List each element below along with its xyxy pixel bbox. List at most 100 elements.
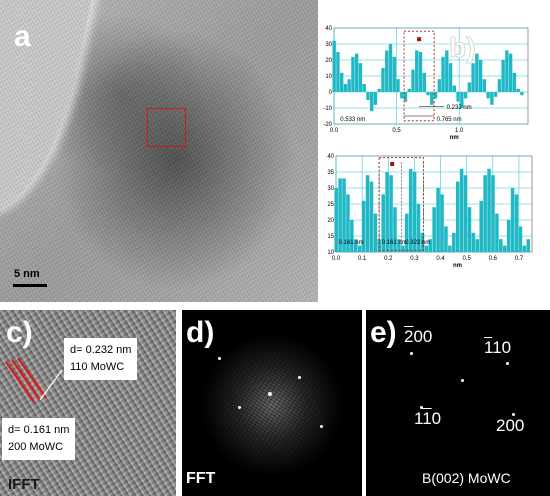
profile-bar xyxy=(403,92,408,102)
panel-letter-a: a xyxy=(14,20,31,53)
index-digits-10: 10 xyxy=(492,338,512,357)
profile-bar xyxy=(497,79,502,92)
profile-bar xyxy=(456,92,460,102)
profile-bar xyxy=(479,200,483,252)
profile-bar xyxy=(424,245,429,252)
fft-spot xyxy=(218,357,221,360)
profile-bar xyxy=(369,181,374,252)
profile-bar xyxy=(342,178,346,252)
profile-bar xyxy=(407,88,411,92)
index-digit-barred: 2 xyxy=(404,327,414,346)
profile-bar xyxy=(506,220,511,252)
profile-bar xyxy=(467,82,472,92)
d-spacing-label-200: d= 0.161 nm 200 MoWC xyxy=(2,418,76,461)
profile-bar xyxy=(433,92,438,99)
x-tick-label: 0.3 xyxy=(410,256,419,262)
x-tick-label: 1.0 xyxy=(455,128,464,134)
profile-bar xyxy=(510,188,515,252)
profile-bar xyxy=(373,92,378,105)
profile-bar xyxy=(355,53,359,92)
profile-bar xyxy=(486,92,490,99)
profile-bar xyxy=(441,56,445,92)
x-tick-label: 0.5 xyxy=(462,256,471,262)
profile-bar xyxy=(393,207,397,252)
fft-image-panel: d) FFT xyxy=(182,310,362,496)
profile-bar xyxy=(422,72,426,92)
profile-bar xyxy=(475,53,479,92)
profile-bar xyxy=(373,213,378,252)
profile-bar xyxy=(448,245,452,252)
profile-bar xyxy=(357,245,362,252)
profile-bar xyxy=(346,194,350,252)
diffraction-spot xyxy=(461,379,464,382)
diffraction-spot xyxy=(410,352,413,355)
profile-bar xyxy=(366,92,370,100)
y-tick-label: 0 xyxy=(329,90,333,96)
profile-bar xyxy=(365,175,370,252)
index-digits-200: 200 xyxy=(496,416,525,435)
x-tick-label: 0.4 xyxy=(436,256,445,262)
profile-bar xyxy=(491,175,495,252)
fft-speckle xyxy=(182,310,362,496)
profile-bar xyxy=(332,40,336,92)
fft-spot xyxy=(238,406,241,409)
y-tick-label: -20 xyxy=(323,122,332,128)
zone-axis-caption: B(002) MoWC xyxy=(422,470,511,486)
profile-bar xyxy=(430,92,434,105)
profile-bar xyxy=(416,204,421,252)
profile-bar xyxy=(392,56,396,92)
line-profile-top-svg: -20 -10 0 10 20 30 40 0.0 0.5 1.0nm 0.232 nm 0.533 … xyxy=(323,26,529,141)
profile-bar xyxy=(396,79,400,92)
profile-bar xyxy=(415,50,419,92)
distance-annotation: 0.161 nm xyxy=(382,240,407,246)
profile-bar xyxy=(526,239,531,252)
region-of-interest-box xyxy=(147,108,186,147)
selection-marker xyxy=(390,162,395,166)
profile-bar xyxy=(343,84,348,92)
profile-bar xyxy=(411,69,415,92)
diffraction-spot xyxy=(512,413,515,416)
profile-bar xyxy=(471,63,475,92)
profile-bar xyxy=(463,175,468,252)
profile-bar xyxy=(490,92,494,105)
fringe-marker-lines xyxy=(5,357,63,403)
profile-bar xyxy=(347,79,351,92)
profile-bar xyxy=(377,88,381,92)
x-tick-label: 0.7 xyxy=(515,256,524,262)
panel-letter-b: b) xyxy=(449,32,475,63)
profile-bar xyxy=(518,226,523,252)
profile-bar xyxy=(452,85,457,92)
diffraction-spot xyxy=(420,406,423,409)
y-tick-label: 15 xyxy=(327,234,334,240)
distance-annotation: 0.323 nm xyxy=(405,240,430,246)
fft-halo xyxy=(202,335,342,475)
line-profile-bottom: 10 15 20 25 30 35 40 0.0 0.1 0.2 0.3 0.4 0.5 0.6 0.7 nm… xyxy=(318,150,550,280)
index-digit-barred: 1 xyxy=(484,338,493,357)
y-tick-label: 10 xyxy=(325,74,332,80)
profile-bar xyxy=(516,88,520,92)
x-tick-label: 0.6 xyxy=(489,256,498,262)
y-tick-label: 30 xyxy=(327,186,334,192)
profile-bar xyxy=(351,56,355,92)
fft-spot xyxy=(298,376,301,379)
tem-image-panel: a 5 nm xyxy=(0,0,318,302)
d-spacing-110-value: d= 0.232 nm xyxy=(70,344,132,356)
distance-annotation: 0.765 nm xyxy=(437,117,462,123)
y-tick-label: 35 xyxy=(327,170,334,176)
profile-bar xyxy=(358,63,363,92)
profile-bar xyxy=(354,239,358,252)
profile-bar xyxy=(493,92,498,97)
profile-bar xyxy=(385,172,389,252)
fft-caption: FFT xyxy=(186,470,216,487)
distance-annotation: 0.533 nm xyxy=(340,117,365,123)
profile-bar xyxy=(463,92,468,99)
diffraction-pattern-panel: e) 200 110 110 200 B(002) MoWC xyxy=(366,310,550,496)
profile-bar xyxy=(460,92,464,108)
y-tick-label: 20 xyxy=(327,218,334,224)
plane-110-label: 110 MoWC xyxy=(70,361,125,374)
profile-bar xyxy=(459,168,464,252)
profile-bar xyxy=(426,92,430,96)
profile-bar xyxy=(334,188,338,252)
x-tick-label: 0.2 xyxy=(384,256,393,262)
profile-bar xyxy=(339,72,344,92)
